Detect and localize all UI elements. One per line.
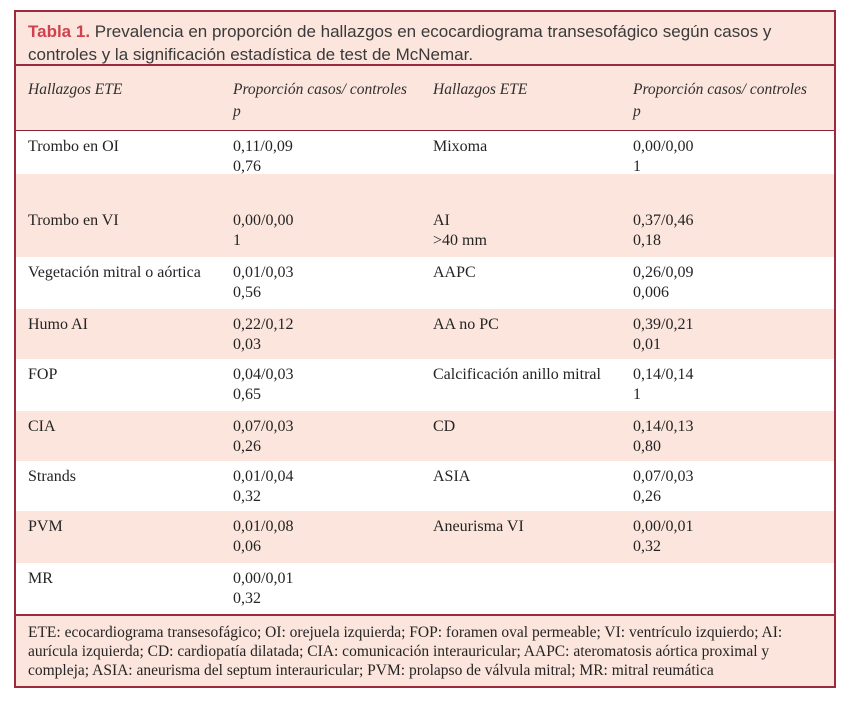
value-cell: 0,07/0,03 0,26 <box>633 467 834 511</box>
p-value: 0,65 <box>233 386 261 403</box>
proportion-value: 0,00/0,01 <box>233 570 294 587</box>
finding-cell: MR <box>28 570 53 587</box>
table-row: Trombo en VI 0,00/0,00 1 AI >40 mm 0,37/… <box>16 174 834 257</box>
value-cell: 0,22/0,12 0,03 <box>233 315 433 359</box>
table-row: MR 0,00/0,01 0,32 <box>16 563 834 614</box>
value-cell: 0,00/0,00 1 <box>233 211 433 251</box>
table-row: Humo AI 0,22/0,12 0,03 AA no PC 0,39/0,2… <box>16 309 834 359</box>
table-row: Strands 0,01/0,04 0,32 ASIA 0,07/0,03 0,… <box>16 461 834 511</box>
header-findings-right: Hallazgos ETE <box>433 81 528 98</box>
table-container: Tabla 1. Prevalencia en proporción de ha… <box>14 10 836 688</box>
table-title-text: Prevalencia en proporción de hallazgos e… <box>28 22 772 64</box>
p-value: 0,56 <box>233 284 261 301</box>
header-p-right: p <box>633 103 641 120</box>
p-value: 0,32 <box>233 488 261 505</box>
finding-cell: PVM <box>28 518 63 535</box>
proportion-value: 0,14/0,14 <box>633 366 694 383</box>
table-footnote: ETE: ecocardiograma transesofágico; OI: … <box>16 614 834 686</box>
value-cell: 0,37/0,46 0,18 <box>633 211 834 251</box>
proportion-value: 0,07/0,03 <box>633 468 694 485</box>
proportion-value: 0,14/0,13 <box>633 418 694 435</box>
value-cell: 0,14/0,13 0,80 <box>633 417 834 461</box>
finding-cell: CIA <box>28 418 56 435</box>
proportion-value: 0,04/0,03 <box>233 366 294 383</box>
header-proportion-left-text: Proporción casos/ controles <box>233 81 407 98</box>
proportion-value: 0,01/0,08 <box>233 518 294 535</box>
value-cell: 0,00/0,01 0,32 <box>633 517 834 563</box>
finding-cell: FOP <box>28 366 58 383</box>
finding-line1: AI <box>433 212 450 229</box>
table-row: Vegetación mitral o aórtica 0,01/0,03 0,… <box>16 257 834 309</box>
finding-cell: Vegetación mitral o aórtica <box>28 264 201 281</box>
p-value: 0,18 <box>633 232 661 249</box>
table-body: Hallazgos ETE Proporción casos/ controle… <box>16 66 834 614</box>
finding-cell: Humo AI <box>28 316 88 333</box>
value-cell: 0,00/0,00 1 <box>633 137 834 177</box>
p-value: 1 <box>633 386 641 403</box>
finding-cell: Trombo en VI <box>28 212 119 229</box>
finding-cell: Strands <box>28 468 76 485</box>
value-cell: 0,11/0,09 0,76 <box>233 137 433 177</box>
p-value: 0,76 <box>233 158 261 175</box>
header-proportion-left: Proporción casos/ controles p <box>233 79 433 130</box>
p-value: 0,80 <box>633 438 661 455</box>
finding-cell: AI >40 mm <box>433 211 633 251</box>
p-value: 1 <box>233 232 241 249</box>
value-cell: 0,14/0,14 1 <box>633 365 834 411</box>
p-value: 1 <box>633 158 641 175</box>
p-value: 0,26 <box>233 438 261 455</box>
proportion-value: 0,26/0,09 <box>633 264 694 281</box>
value-cell: 0,39/0,21 0,01 <box>633 315 834 359</box>
proportion-value: 0,07/0,03 <box>233 418 294 435</box>
table-number-label: Tabla 1. <box>28 22 91 41</box>
proportion-value: 0,00/0,00 <box>233 212 294 229</box>
proportion-value: 0,00/0,01 <box>633 518 694 535</box>
finding-cell: CD <box>433 418 456 435</box>
table-row: FOP 0,04/0,03 0,65 Calcificación anillo … <box>16 359 834 411</box>
table-row: PVM 0,01/0,08 0,06 Aneurisma VI 0,00/0,0… <box>16 511 834 563</box>
value-cell: 0,01/0,04 0,32 <box>233 467 433 511</box>
p-value: 0,32 <box>233 590 261 607</box>
p-value: 0,03 <box>233 336 261 353</box>
p-value: 0,006 <box>633 284 669 301</box>
table-caption: Tabla 1. Prevalencia en proporción de ha… <box>16 12 834 66</box>
header-proportion-right-text: Proporción casos/ controles <box>633 81 807 98</box>
finding-cell: AAPC <box>433 264 476 281</box>
table-header-row: Hallazgos ETE Proporción casos/ controle… <box>16 66 834 131</box>
header-findings-left: Hallazgos ETE <box>28 81 123 98</box>
proportion-value: 0,22/0,12 <box>233 316 294 333</box>
table-row: Trombo en OI 0,11/0,09 0,76 Mixoma 0,00/… <box>16 131 834 177</box>
proportion-value: 0,39/0,21 <box>633 316 694 333</box>
proportion-value: 0,01/0,03 <box>233 264 294 281</box>
value-cell: 0,07/0,03 0,26 <box>233 417 433 461</box>
header-proportion-right: Proporción casos/ controles p <box>633 79 834 130</box>
finding-cell <box>433 569 633 614</box>
p-value: 0,32 <box>633 538 661 555</box>
value-cell: 0,04/0,03 0,65 <box>233 365 433 411</box>
proportion-value: 0,37/0,46 <box>633 212 694 229</box>
finding-cell: Calcificación anillo mitral <box>433 366 601 383</box>
proportion-value: 0,00/0,00 <box>633 138 694 155</box>
finding-cell: Aneurisma VI <box>433 518 524 535</box>
finding-cell: AA no PC <box>433 316 499 333</box>
proportion-value: 0,01/0,04 <box>233 468 294 485</box>
table-row: CIA 0,07/0,03 0,26 CD 0,14/0,13 0,80 <box>16 411 834 461</box>
proportion-value: 0,11/0,09 <box>233 138 293 155</box>
p-value: 0,26 <box>633 488 661 505</box>
value-cell: 0,01/0,08 0,06 <box>233 517 433 563</box>
value-cell: 0,01/0,03 0,56 <box>233 263 433 309</box>
value-cell: 0,00/0,01 0,32 <box>233 569 433 614</box>
finding-line2: >40 mm <box>433 232 487 249</box>
p-value: 0,01 <box>633 336 661 353</box>
finding-cell: Mixoma <box>433 138 488 155</box>
value-cell: 0,26/0,09 0,006 <box>633 263 834 309</box>
p-value: 0,06 <box>233 538 261 555</box>
value-cell <box>633 569 834 614</box>
header-p-left: p <box>233 103 241 120</box>
finding-cell: Trombo en OI <box>28 138 119 155</box>
finding-cell: ASIA <box>433 468 471 485</box>
